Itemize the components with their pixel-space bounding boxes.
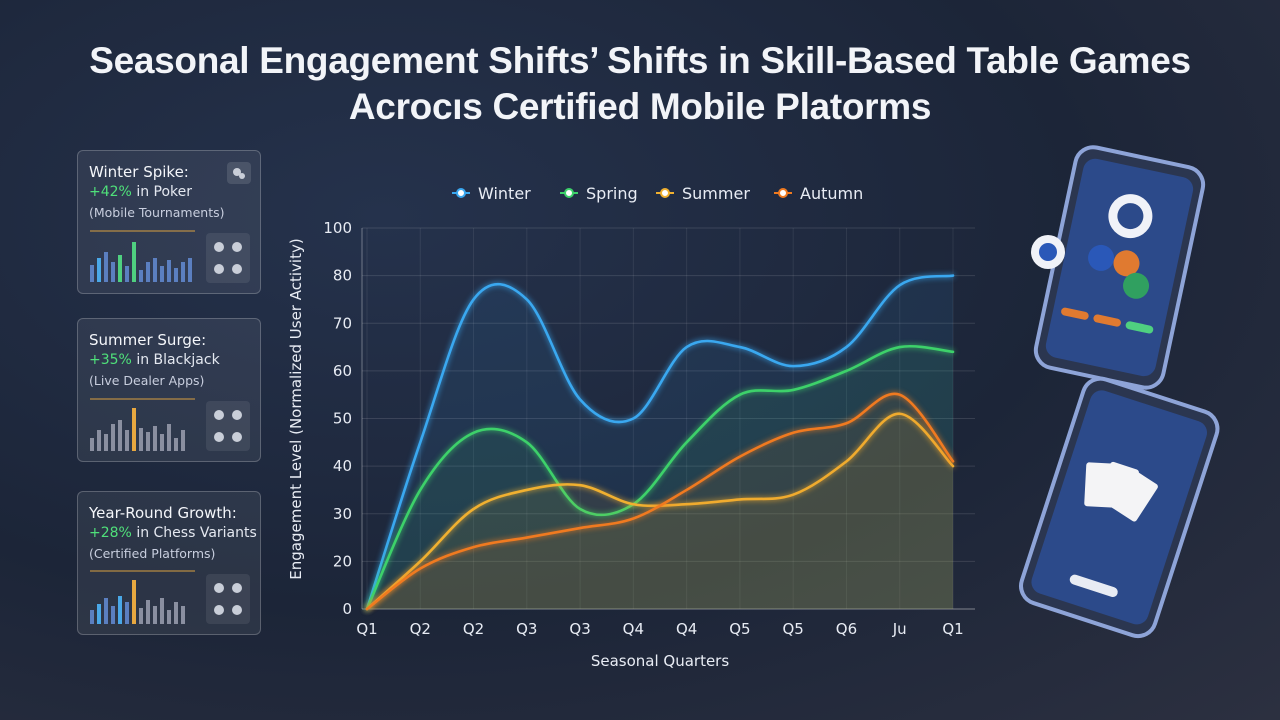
x-tick-label: Q1 xyxy=(356,620,377,638)
area xyxy=(367,393,953,609)
area xyxy=(367,413,953,609)
area xyxy=(367,275,953,609)
card-decoration xyxy=(90,162,251,624)
x-axis-title: Seasonal Quarters xyxy=(591,652,730,670)
y-tick-label: 40 xyxy=(333,457,352,475)
x-tick-label: Q3 xyxy=(569,620,590,638)
y-tick-label: 60 xyxy=(333,362,352,380)
card-text: in Chess Variants xyxy=(136,525,257,541)
card-note: (Certified Platforms) xyxy=(89,546,216,561)
x-tick-label: Q5 xyxy=(783,620,804,638)
page-title: Seasonal Engagement Shifts’ Shifts in Sk… xyxy=(89,40,1191,127)
legend-label: Autumn xyxy=(800,184,863,203)
y-tick-label: 100 xyxy=(323,219,352,237)
x-tick-label: Q5 xyxy=(729,620,750,638)
x-tick-label: Q3 xyxy=(516,620,537,638)
x-tick-label: Q2 xyxy=(463,620,484,638)
line xyxy=(365,392,955,611)
card-text: in Blackjack xyxy=(136,352,220,368)
card-percent: +35% xyxy=(89,352,132,368)
line xyxy=(365,345,955,611)
card-note: (Mobile Tournaments) xyxy=(89,205,225,220)
y-tick-label: 70 xyxy=(333,314,352,332)
y-tick-label: 80 xyxy=(333,267,352,285)
legend-label: Summer xyxy=(682,184,750,203)
x-tick-label: Q4 xyxy=(623,620,644,638)
card-note: (Live Dealer Apps) xyxy=(89,373,205,388)
y-tick-label: 0 xyxy=(342,600,352,618)
card-percent: +28% xyxy=(89,525,132,541)
card-title: Year-Round Growth: xyxy=(89,504,237,522)
legend-label: Winter xyxy=(478,184,531,203)
card-title: Summer Surge: xyxy=(89,331,207,349)
phone-illustration xyxy=(1019,145,1220,639)
y-tick-label: 30 xyxy=(333,505,352,523)
legend-marker xyxy=(456,188,466,198)
x-tick-label: Q4 xyxy=(676,620,697,638)
card-text: in Poker xyxy=(136,184,193,200)
line xyxy=(365,274,955,611)
legend-marker xyxy=(564,188,574,198)
legend-label: Spring xyxy=(586,184,638,203)
y-axis-title: Engagement Level (Normalized User Activi… xyxy=(287,238,305,579)
card-highlight: +42% in Poker xyxy=(89,184,192,200)
x-tick-label: Ju xyxy=(892,620,907,638)
y-tick-label: 50 xyxy=(333,410,352,428)
card-highlight: +28% in Chess Variants xyxy=(89,525,257,541)
x-tick-label: Q6 xyxy=(836,620,857,638)
x-tick-label: Q1 xyxy=(942,620,963,638)
card-highlight: +35% in Blackjack xyxy=(89,352,220,368)
card-title: Winter Spike: xyxy=(89,163,189,181)
insight-card: Winter Spike: +42% in Poker (Mobile Tour… xyxy=(77,150,261,294)
x-tick-label: Q2 xyxy=(410,620,431,638)
y-tick-label: 20 xyxy=(333,552,352,570)
card-percent: +42% xyxy=(89,184,132,200)
legend-marker xyxy=(660,188,670,198)
legend-marker xyxy=(778,188,788,198)
